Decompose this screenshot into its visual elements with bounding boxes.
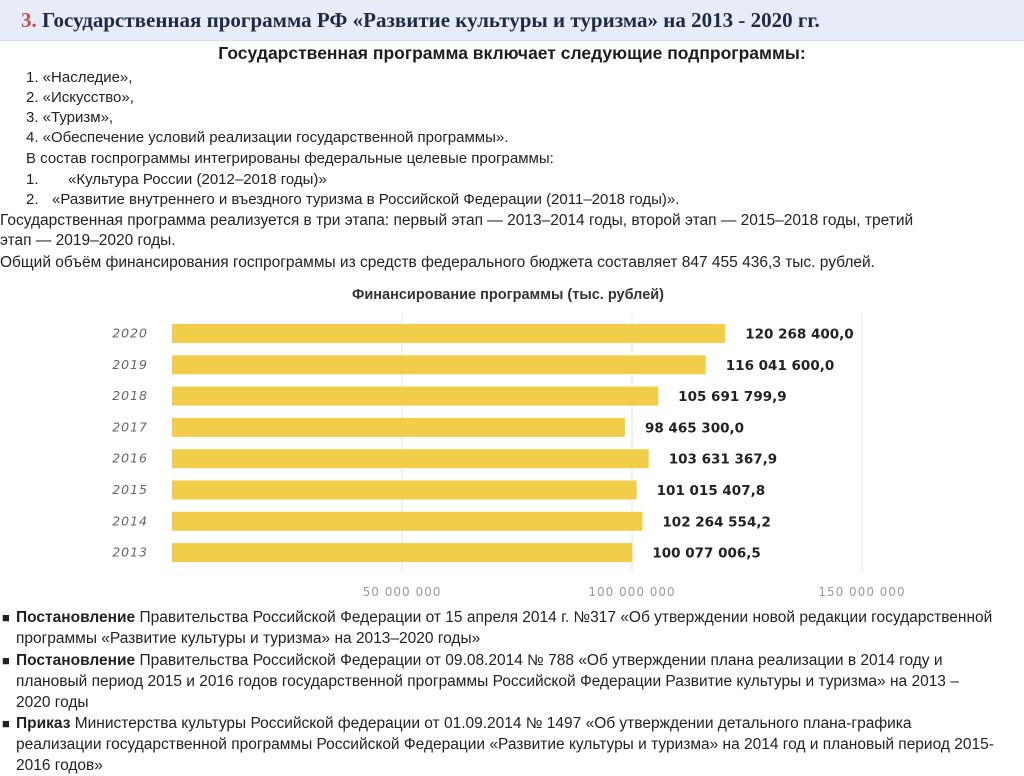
y-tick-label: 2018 (112, 388, 148, 403)
y-tick-label: 2020 (112, 326, 148, 341)
bar (172, 511, 643, 531)
subprogram-item: 1. «Наследие», (26, 69, 133, 86)
subprogram-item: 3. «Туризм», (26, 109, 114, 126)
slide-title-bar: 3. Государственная программа РФ «Развити… (0, 0, 1024, 41)
fcp-item-number: 2. (26, 191, 39, 208)
y-tick-label: 2015 (112, 482, 148, 497)
subprogram-item: 2. «Искусство», (26, 89, 134, 106)
document-kind: Приказ (16, 715, 71, 732)
bar (172, 543, 633, 563)
document-text: Правительства Российской Федерации от 09… (16, 652, 959, 711)
data-label: 120 268 400,0 (745, 327, 853, 343)
data-label: 100 077 006,5 (652, 546, 760, 562)
budget-text: Общий объём финансирования госпрограммы … (0, 254, 875, 271)
data-label: 116 041 600,0 (726, 358, 834, 374)
document-text: Правительства Российской Федерации от 15… (16, 609, 993, 647)
bullet-icon: ■ (2, 716, 10, 731)
bullet-icon: ■ (2, 610, 10, 625)
bar (172, 449, 649, 469)
slide-title-text: Государственная программа РФ «Развитие к… (42, 8, 820, 32)
fcp-intro: В состав госпрограммы интегрированы феде… (26, 150, 554, 167)
fcp-item-text: «Культура России (2012–2018 годы)» (68, 171, 327, 188)
y-tick-label: 2013 (112, 545, 148, 560)
bar (172, 480, 637, 500)
bar (172, 355, 706, 375)
document-text: Министерства культуры Российской федерац… (16, 715, 994, 774)
y-tick-label: 2014 (112, 513, 148, 528)
document-kind: Постановление (16, 609, 136, 626)
stages-text: этап — 2019–2020 годы. (0, 232, 176, 249)
bar (172, 386, 659, 406)
bar (172, 417, 625, 437)
funding-bar-chart: 2020 120 268 400,0 2019 116 041 600,0 2018 10… (112, 314, 905, 599)
data-label: 98 465 300,0 (645, 420, 744, 436)
fcp-item-text: «Развитие внутреннего и въездного туризм… (52, 191, 680, 208)
fcp-item-number: 1. (26, 171, 39, 188)
data-label: 103 631 367,9 (669, 452, 777, 468)
x-tick-label: 150 000 000 (818, 585, 905, 599)
data-label: 101 015 407,8 (657, 483, 765, 499)
subprogram-item: 4. «Обеспечение условий реализации госуд… (26, 129, 509, 146)
x-tick-label: 100 000 000 (588, 585, 675, 599)
slide-number: 3. (21, 8, 37, 32)
data-label: 105 691 799,9 (678, 389, 786, 405)
data-label: 102 264 554,2 (662, 514, 770, 530)
document-kind: Постановление (16, 652, 136, 669)
subprograms-heading: Государственная программа включает следу… (218, 43, 806, 63)
chart-title: Финансирование программы (тыс. рублей) (352, 287, 664, 303)
x-tick-label: 50 000 000 (363, 585, 442, 599)
y-tick-label: 2016 (112, 451, 148, 466)
y-tick-label: 2017 (112, 419, 148, 434)
stages-text: Государственная программа реализуется в … (0, 212, 914, 229)
y-tick-label: 2019 (112, 357, 148, 372)
bullet-icon: ■ (2, 653, 10, 668)
slide-title: 3. Государственная программа РФ «Развити… (21, 8, 1021, 33)
bar (172, 324, 726, 343)
